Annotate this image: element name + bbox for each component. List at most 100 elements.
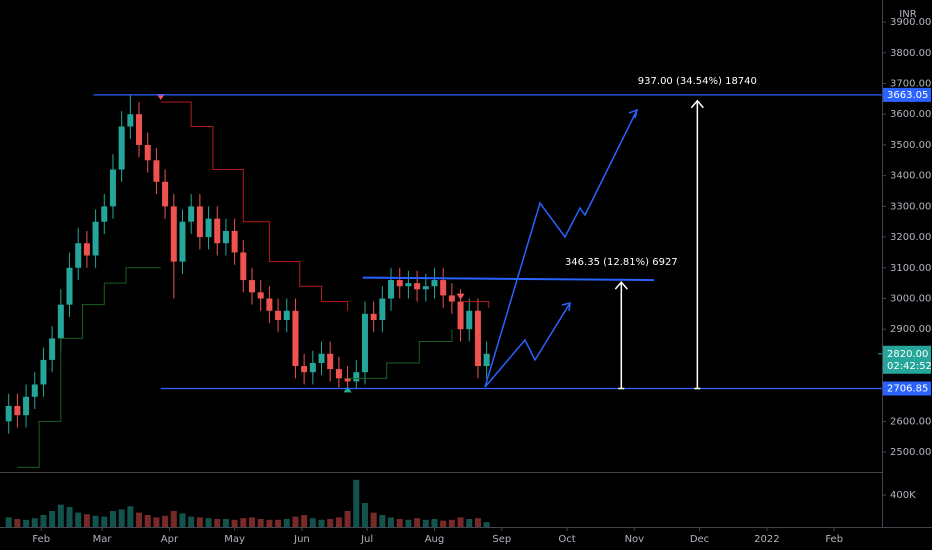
level-label: 2706.85 [887,384,928,395]
candle-body [396,280,403,287]
candle-body [327,353,334,370]
y-tick-label: 3100.00 [890,263,931,274]
x-tick-label: Jul [360,534,373,545]
x-tick-label: Sep [492,534,511,545]
volume-bar [283,519,290,527]
level-label-box [883,381,931,396]
x-tick-label: Feb [825,534,843,545]
projection-arrowhead [628,108,639,119]
volume-bar [483,522,490,527]
volume-bar [92,515,99,527]
volume-bar [448,519,455,527]
signal-marker [456,293,465,300]
candle-body [257,292,264,299]
candle-body [466,310,473,330]
candle-body [127,114,134,127]
candle-body [92,221,99,256]
volume-bar [14,519,21,527]
volume-bar [301,515,308,527]
candle-body [301,366,308,373]
candle-body [275,310,282,320]
level-label: 3663.05 [887,90,928,101]
candle-body [40,359,47,385]
volume-bar [75,512,82,527]
candle-body [144,144,151,161]
candle-body [75,243,82,268]
candle-body [66,267,73,305]
volume-bar [23,519,30,527]
volume-bar [361,503,368,527]
level-label-box [883,87,931,102]
projection-arrowhead [561,302,571,312]
volume-bar [109,511,116,527]
supertrend-line [347,329,453,379]
volume-bar [66,507,73,527]
volume-bar [327,519,334,527]
volume-bar [196,517,203,527]
candle-body [405,283,412,287]
candle-body [240,252,247,281]
candle-body [414,283,421,290]
candle-body [370,313,377,320]
y-tick-label: 3500.00 [890,140,931,151]
candle-body [23,396,30,416]
volume-bar [136,512,143,527]
y-tick-label: 2600.00 [890,416,931,427]
candle-body [335,369,342,379]
volume-bar [188,516,195,527]
volume-bar [40,515,47,527]
volume-bar [144,515,151,527]
measure-label: 346.35 (12.81%) 6927 [565,257,678,268]
y-tick-label: 3800.00 [890,48,931,59]
volume-bar [83,514,90,527]
candle-body [205,218,212,238]
y-tick-label: 2500.00 [890,447,931,458]
volume-bar [396,519,403,527]
measure-arrowhead [614,281,628,290]
projection-path [484,109,638,388]
volume-bar [127,506,134,527]
volume-bar [275,519,282,527]
volume-bar [222,519,229,527]
volume-bar [440,520,447,527]
candle-body [49,338,56,360]
candle-body [162,181,169,207]
candle-body [318,353,325,363]
candle-body [353,372,360,382]
y-tick-label: 3700.00 [890,79,931,90]
candle-body [153,160,160,182]
projection [484,108,639,388]
last-price-label: 2820.00 [887,349,928,360]
volume-bar [335,517,342,527]
y-tick-label: 3300.00 [890,201,931,212]
candle-body [101,206,108,222]
volume-bar [405,519,412,527]
candle-body [214,218,221,244]
last-price-box [883,345,931,374]
volume-bar [118,509,125,527]
candle-body [170,206,177,262]
candle-body [266,298,273,311]
x-tick-label: Aug [425,534,445,545]
x-tick-label: Mar [93,534,113,545]
volume-tick-label: 400K [890,490,916,501]
candle-body [379,298,386,320]
measure-arrowhead [690,99,704,109]
y-tick-label: 3000.00 [890,293,931,304]
volume-bar [214,519,221,527]
candle-body [231,230,238,253]
volume-bar [292,516,299,527]
candle-body [422,286,429,290]
volume-bar [257,519,264,527]
y-tick-label: 3200.00 [890,232,931,243]
y-tick-label: 3600.00 [890,109,931,120]
measure-label: 937.00 (34.54%) 18740 [638,76,757,87]
x-tick-label: Nov [625,534,645,545]
volume-bar [379,515,386,527]
volume-bar [457,517,464,527]
candle-body [448,295,455,302]
x-tick-label: Feb [32,534,50,545]
candle-body [457,301,464,330]
